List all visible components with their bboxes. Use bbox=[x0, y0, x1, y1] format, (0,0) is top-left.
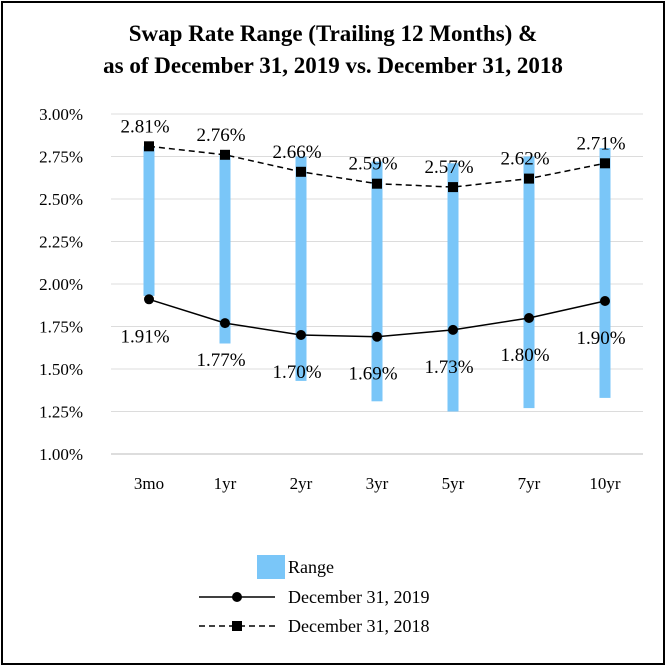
series-point-2019 bbox=[220, 318, 230, 329]
series-point-2019 bbox=[524, 313, 534, 323]
data-label: 1.70% bbox=[272, 362, 321, 383]
y-tick-label: 1.75% bbox=[39, 318, 83, 337]
y-tick-label: 2.00% bbox=[39, 275, 83, 294]
data-label: 2.71% bbox=[576, 133, 625, 154]
range-bar bbox=[447, 163, 459, 412]
legend-label-2018: December 31, 2018 bbox=[288, 616, 429, 636]
data-label: 1.91% bbox=[120, 326, 169, 347]
series-point-2018 bbox=[144, 141, 154, 152]
data-labels: 1.91% 1.77% 1.70% 1.69% 1.73% 1.80% 1.90% 2.81%… bbox=[120, 116, 625, 384]
legend-marker-2019 bbox=[232, 592, 242, 602]
legend-label-range: Range bbox=[288, 557, 334, 577]
x-tick-label: 1yr bbox=[214, 474, 237, 493]
series-point-2019 bbox=[600, 296, 610, 306]
y-tick-label: 2.25% bbox=[39, 233, 83, 252]
range-bar bbox=[219, 154, 231, 344]
data-label: 2.81% bbox=[120, 116, 169, 137]
chart-title-line-1: Swap Rate Range (Trailing 12 Months) & bbox=[129, 21, 537, 46]
x-tick-label: 3yr bbox=[366, 474, 389, 493]
x-tick-label: 3mo bbox=[134, 474, 164, 493]
legend-range-swatch bbox=[257, 555, 285, 579]
series-point-2018 bbox=[524, 173, 534, 184]
series-point-2019 bbox=[144, 294, 154, 305]
x-tick-label: 7yr bbox=[518, 474, 541, 493]
series-point-2018 bbox=[448, 182, 458, 193]
x-tick-label: 10yr bbox=[589, 474, 621, 493]
y-tick-label: 1.00% bbox=[39, 445, 83, 464]
data-label: 2.59% bbox=[348, 154, 397, 175]
data-label: 1.69% bbox=[348, 364, 397, 385]
data-label: 1.73% bbox=[424, 357, 473, 378]
data-label: 1.90% bbox=[576, 328, 625, 349]
legend: Range December 31, 2019 December 31, 2018 bbox=[199, 555, 429, 636]
legend-label-2019: December 31, 2019 bbox=[288, 587, 429, 607]
range-bar bbox=[143, 146, 155, 296]
series-markers bbox=[144, 141, 610, 342]
chart-canvas: Swap Rate Range (Trailing 12 Months) & a… bbox=[39, 21, 643, 636]
x-axis-ticks: 3mo 1yr 2yr 3yr 5yr 7yr 10yr bbox=[134, 474, 621, 493]
x-tick-label: 5yr bbox=[442, 474, 465, 493]
y-tick-label: 3.00% bbox=[39, 105, 83, 124]
range-bar bbox=[523, 156, 535, 409]
x-tick-label: 2yr bbox=[290, 474, 313, 493]
series-point-2019 bbox=[372, 331, 382, 342]
data-label: 2.66% bbox=[272, 142, 321, 163]
data-label: 1.77% bbox=[196, 350, 245, 371]
series-point-2018 bbox=[600, 158, 610, 169]
range-bar bbox=[371, 161, 383, 402]
series-point-2019 bbox=[448, 324, 458, 335]
y-tick-label: 2.75% bbox=[39, 148, 83, 167]
series-point-2018 bbox=[372, 178, 382, 189]
legend-marker-2018 bbox=[232, 621, 242, 631]
range-bar bbox=[599, 148, 611, 398]
y-axis-ticks: 1.00% 1.25% 1.50% 1.75% 2.00% 2.25% 2.50% 2.75%… bbox=[39, 105, 83, 464]
y-tick-label: 1.25% bbox=[39, 403, 83, 422]
y-tick-label: 2.50% bbox=[39, 190, 83, 209]
series-point-2018 bbox=[220, 149, 230, 160]
chart-title: Swap Rate Range (Trailing 12 Months) & a… bbox=[103, 21, 563, 78]
chart-title-line-2: as of December 31, 2019 vs. December 31,… bbox=[103, 53, 563, 78]
series-point-2019 bbox=[296, 330, 306, 340]
series-point-2018 bbox=[296, 166, 306, 177]
range-bars bbox=[143, 146, 611, 412]
data-label: 2.62% bbox=[500, 149, 549, 170]
y-tick-label: 1.50% bbox=[39, 360, 83, 379]
data-label: 1.80% bbox=[500, 345, 549, 366]
data-label: 2.76% bbox=[196, 125, 245, 146]
data-label: 2.57% bbox=[424, 157, 473, 178]
range-bar bbox=[295, 156, 307, 381]
